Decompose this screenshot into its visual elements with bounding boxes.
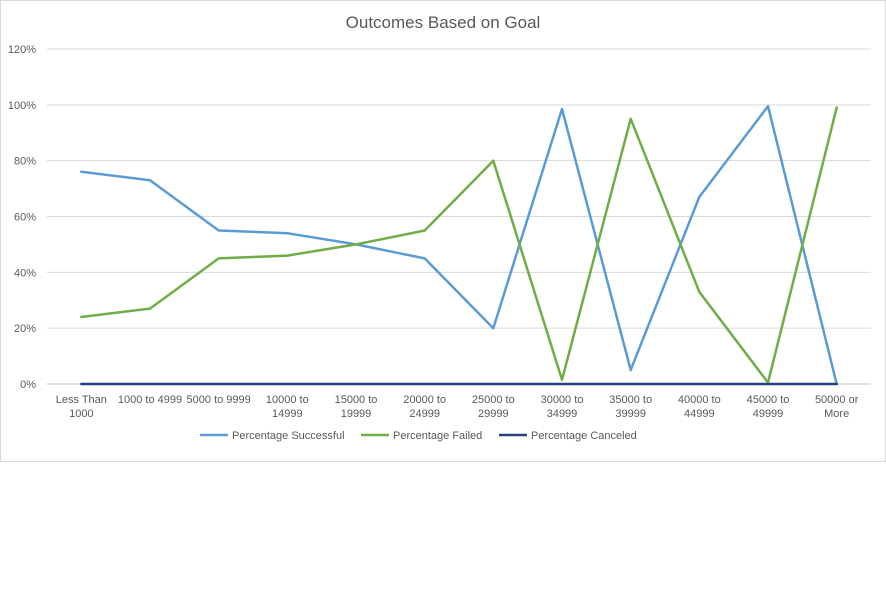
data-point — [286, 232, 289, 235]
data-point — [767, 105, 769, 108]
data-point — [698, 291, 701, 293]
data-point — [698, 383, 701, 385]
data-point — [835, 106, 838, 109]
data-point — [80, 171, 83, 173]
x-tick-label: 15000 to 19999 — [335, 394, 378, 420]
data-point — [423, 257, 426, 260]
data-point — [149, 179, 151, 182]
x-tick-label: 50000 or More — [815, 394, 859, 420]
series-lines — [80, 104, 838, 386]
chart-title: Outcomes Based on Goal — [346, 13, 541, 32]
data-point — [286, 254, 289, 257]
data-point — [286, 383, 289, 385]
series-line-1 — [80, 104, 838, 386]
data-point — [767, 383, 769, 385]
gridlines — [47, 48, 871, 385]
data-point — [492, 159, 495, 162]
legend: Percentage Successful Percentage Failed Pe… — [200, 430, 637, 442]
data-point — [561, 108, 563, 110]
y-axis-ticks: 0% 20% 40% 60% 80% 100% 120% — [8, 44, 36, 391]
x-tick-label: 40000 to 44999 — [678, 394, 721, 420]
x-tick-label: 30000 to 34999 — [541, 394, 584, 420]
data-point — [80, 383, 83, 385]
data-point — [149, 383, 151, 385]
x-tick-label: 5000 to 9999 — [187, 394, 251, 406]
x-tick-label: 45000 to 49999 — [747, 394, 790, 420]
data-point — [423, 229, 426, 232]
data-point — [629, 117, 632, 120]
x-tick-label: 10000 to 14999 — [266, 394, 309, 420]
legend-label: Percentage Canceled — [531, 430, 637, 442]
y-tick-label: 40% — [14, 267, 36, 279]
data-point — [355, 383, 357, 385]
x-axis-ticks: Less Than 1000 1000 to 4999 5000 to 9999 100… — [56, 394, 859, 420]
y-tick-label: 80% — [14, 156, 36, 168]
data-point — [561, 379, 563, 381]
data-point — [629, 369, 632, 371]
y-tick-label: 60% — [14, 212, 36, 224]
data-point — [492, 383, 495, 385]
data-point — [217, 229, 220, 232]
data-point — [492, 327, 495, 329]
y-tick-label: 0% — [20, 379, 36, 391]
x-tick-label: 35000 to 39999 — [609, 394, 652, 420]
data-point — [217, 257, 220, 260]
data-point — [835, 383, 838, 385]
x-tick-label: 1000 to 4999 — [118, 394, 182, 406]
legend-label: Percentage Failed — [393, 430, 482, 442]
series-line-2 — [80, 106, 838, 384]
y-tick-label: 120% — [8, 44, 36, 56]
y-tick-label: 20% — [14, 323, 36, 335]
data-point — [698, 196, 701, 198]
data-point — [80, 316, 83, 318]
data-point — [561, 383, 563, 385]
x-tick-label: 20000 to 24999 — [403, 394, 446, 420]
data-point — [423, 383, 426, 385]
data-point — [217, 383, 220, 385]
x-tick-label: Less Than 1000 — [56, 394, 107, 420]
y-tick-label: 100% — [8, 100, 36, 112]
legend-label: Percentage Successful — [232, 430, 345, 442]
data-point — [149, 307, 151, 310]
data-point — [355, 243, 357, 246]
data-point — [629, 383, 632, 385]
x-tick-label: 25000 to 29999 — [472, 394, 515, 420]
